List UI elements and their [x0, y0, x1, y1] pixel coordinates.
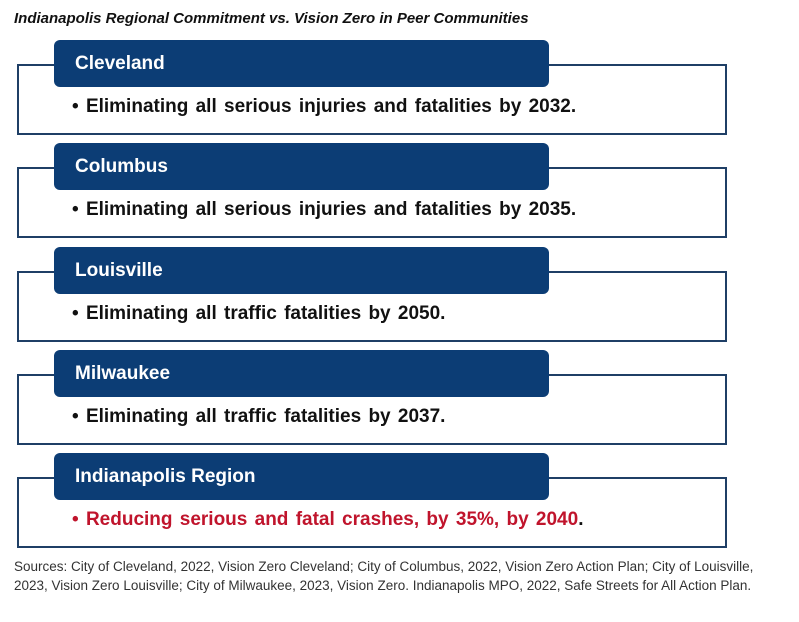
- group-item: • Eliminating all serious injuries and f…: [72, 199, 576, 221]
- group-item: • Eliminating all serious injuries and f…: [72, 96, 576, 118]
- group-item: • Eliminating all traffic fatalities by …: [72, 303, 445, 325]
- group-indianapolis-region: Indianapolis Region • Reducing serious a…: [17, 453, 727, 556]
- group-item-text: Reducing serious and fatal crashes, by 3…: [85, 509, 579, 530]
- group-item: • Eliminating all traffic fatalities by …: [72, 406, 445, 428]
- group-cleveland: Cleveland • Eliminating all serious inju…: [17, 40, 727, 143]
- group-columbus: Columbus • Eliminating all serious injur…: [17, 143, 727, 246]
- group-item-text: Eliminating all traffic fatalities by 20…: [85, 406, 446, 427]
- group-header: Indianapolis Region: [54, 453, 549, 500]
- group-header: Columbus: [54, 143, 549, 190]
- group-item-text: Eliminating all serious injuries and fat…: [85, 199, 577, 220]
- group-item: • Reducing serious and fatal crashes, by…: [72, 509, 583, 531]
- group-item-text: Eliminating all serious injuries and fat…: [85, 96, 577, 117]
- group-item-text: Eliminating all traffic fatalities by 20…: [85, 303, 446, 324]
- group-louisville: Louisville • Eliminating all traffic fat…: [17, 247, 727, 350]
- sources-note: Sources: City of Cleveland, 2022, Vision…: [14, 559, 754, 593]
- bullet-marker: •: [72, 199, 86, 220]
- bullet-marker: •: [72, 303, 86, 324]
- bullet-marker: •: [72, 406, 86, 427]
- group-milwaukee: Milwaukee • Eliminating all traffic fata…: [17, 350, 727, 453]
- bullet-marker: •: [72, 509, 86, 530]
- group-header: Louisville: [54, 247, 549, 294]
- bullet-marker: •: [72, 96, 86, 117]
- diagram-title: Indianapolis Regional Commitment vs. Vis…: [14, 10, 529, 27]
- group-header: Milwaukee: [54, 350, 549, 397]
- group-item-suffix: .: [578, 509, 584, 530]
- group-header: Cleveland: [54, 40, 549, 87]
